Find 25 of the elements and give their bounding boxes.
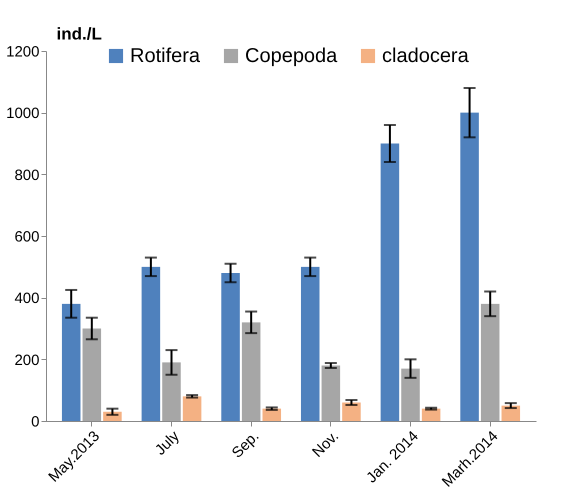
bar (300, 266, 320, 421)
y-axis-title: ind./L (56, 24, 102, 44)
x-tick-label: Nov. (309, 428, 342, 461)
y-tick-label: 800 (14, 166, 40, 184)
bar (221, 273, 240, 421)
y-tick-label: 0 (31, 414, 40, 430)
bar (460, 112, 479, 421)
legend-label: Rotifera (130, 45, 201, 67)
y-tick-label: 1200 (6, 44, 40, 60)
bar (142, 266, 160, 421)
y-tick-label: 1000 (6, 105, 40, 122)
bar (62, 304, 80, 421)
bar (162, 362, 181, 421)
y-tick-label: 200 (14, 352, 40, 369)
y-tick-label: 600 (14, 228, 40, 246)
legend-label: cladocera (382, 45, 470, 67)
bar (480, 304, 500, 421)
bar (401, 368, 420, 421)
bar (82, 328, 102, 421)
x-tick-label: July (152, 427, 184, 459)
y-tick-label: 400 (14, 290, 40, 308)
legend-label: Copepoda (245, 45, 338, 67)
x-tick-label: Sep. (228, 428, 262, 462)
bar (242, 322, 260, 421)
bar (380, 144, 400, 421)
